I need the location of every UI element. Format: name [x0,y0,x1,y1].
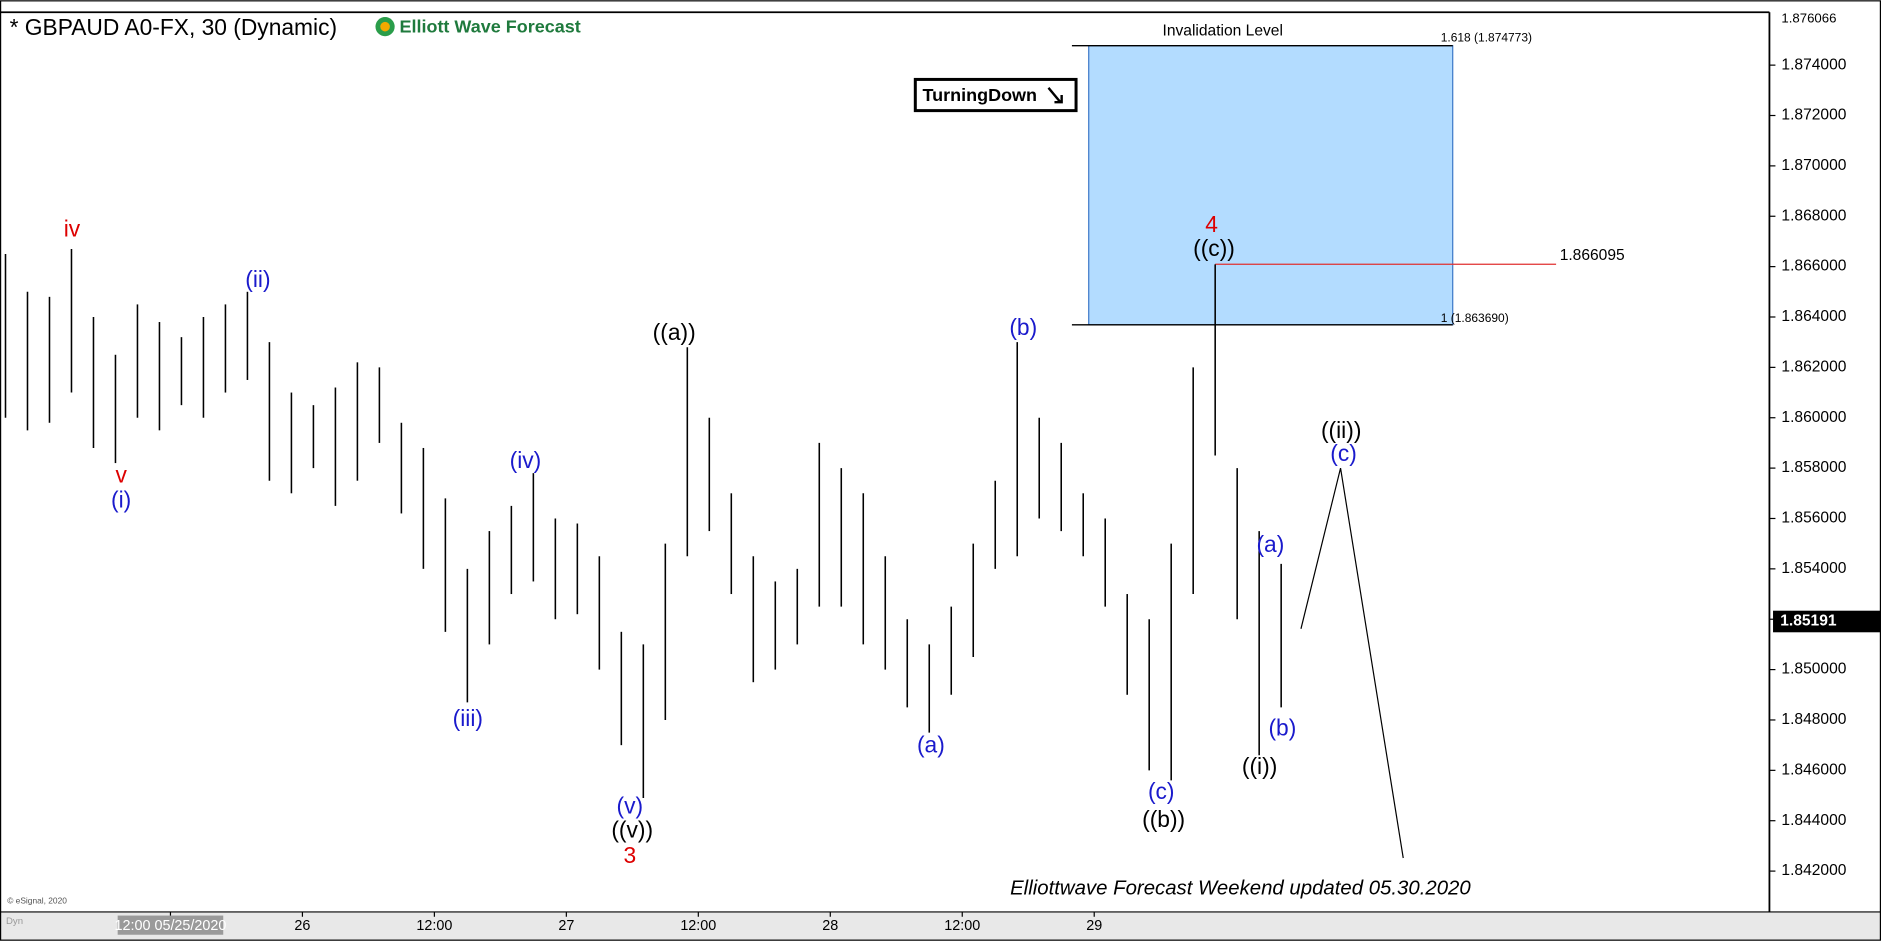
wave-label: ((i)) [1242,753,1277,779]
time-axis-strip [0,911,1881,941]
y-tick-label: 1.854000 [1781,560,1846,577]
y-tick-label: 1.872000 [1781,107,1846,124]
wave-label: 4 [1205,211,1218,237]
last-price-label: 1.85191 [1780,613,1837,630]
corner-label: Dyn [6,916,23,927]
y-tick-label: 1.860000 [1781,409,1846,426]
badge-text: TurningDown [923,85,1038,105]
wave-label: ((v)) [611,817,653,843]
y-tick-label: 1.870000 [1781,157,1846,174]
badge-arrow [1047,87,1063,104]
footer-note: Elliottwave Forecast Weekend updated 05.… [1010,878,1471,900]
y-tick-label: 1.864000 [1781,308,1846,325]
logo: Elliott Wave Forecast [375,17,581,37]
wave-label: 3 [623,842,636,868]
y-tick-label: 1.846000 [1781,761,1846,778]
wave-label: (a) [917,731,945,757]
top-price-label: 1.876066 [1781,11,1836,26]
y-tick-label: 1.868000 [1781,207,1846,224]
wave-label: (a) [1256,531,1284,557]
y-tick-label: 1.856000 [1781,510,1846,527]
y-tick-label: 1.850000 [1781,661,1846,678]
last-price-tag [1773,610,1881,633]
y-tick-label: 1.874000 [1781,56,1846,73]
wave-label: (b) [1009,314,1037,340]
wave-label: ((b)) [1142,806,1185,832]
x-tick-label: 28 [822,918,838,934]
y-tick-label: 1.862000 [1781,358,1846,375]
wave-label: (v) [617,793,644,819]
zone-top-label: 1.618 (1.874773) [1441,31,1532,45]
wave-label: (iv) [510,447,542,473]
projection-line [1300,467,1404,859]
wave-label: ((c)) [1193,235,1235,261]
x-tick-label: 12:00 [680,918,716,934]
x-tick-highlight [117,915,224,935]
wave-label: (i) [111,487,131,513]
wave-label: (iii) [453,705,483,731]
x-tick-label: 12:00 05/25/2020 [114,918,226,934]
y-tick-label: 1.844000 [1781,812,1846,829]
logo-text: Elliott Wave Forecast [399,17,580,37]
level-label: 1.866095 [1560,247,1625,264]
chart-title: * GBPAUD A0-FX, 30 (Dynamic) [10,14,337,40]
y-tick-label: 1.848000 [1781,711,1846,728]
y-tick-label: 1.842000 [1781,862,1846,879]
x-tick-label: 29 [1086,918,1102,934]
y-tick-label: 1.866000 [1781,258,1846,275]
y-tick-label: 1.858000 [1781,459,1846,476]
x-tick-label: 12:00 [416,918,452,934]
badge-box [913,77,1078,113]
zone-title: Invalidation Level [1163,22,1283,39]
badge: TurningDown [913,77,1078,113]
x-tick-label: 27 [558,918,574,934]
wave-label: ((ii)) [1321,417,1361,443]
copyright: © eSignal, 2020 [7,895,67,905]
zone-bottom-label: 1 (1.863690) [1441,311,1509,325]
wave-label: (ii) [245,266,270,292]
wave-label: v [115,462,127,488]
logo-icon-center [380,21,390,32]
wave-label: (b) [1268,715,1296,741]
wave-label: (c) [1330,440,1357,466]
x-tick-label: 12:00 [944,918,980,934]
wave-label: iv [64,216,81,242]
invalidation-zone [1088,45,1454,326]
wave-label: ((a)) [653,319,696,345]
x-tick-label: 26 [294,918,310,934]
wave-label: (c) [1148,778,1175,804]
